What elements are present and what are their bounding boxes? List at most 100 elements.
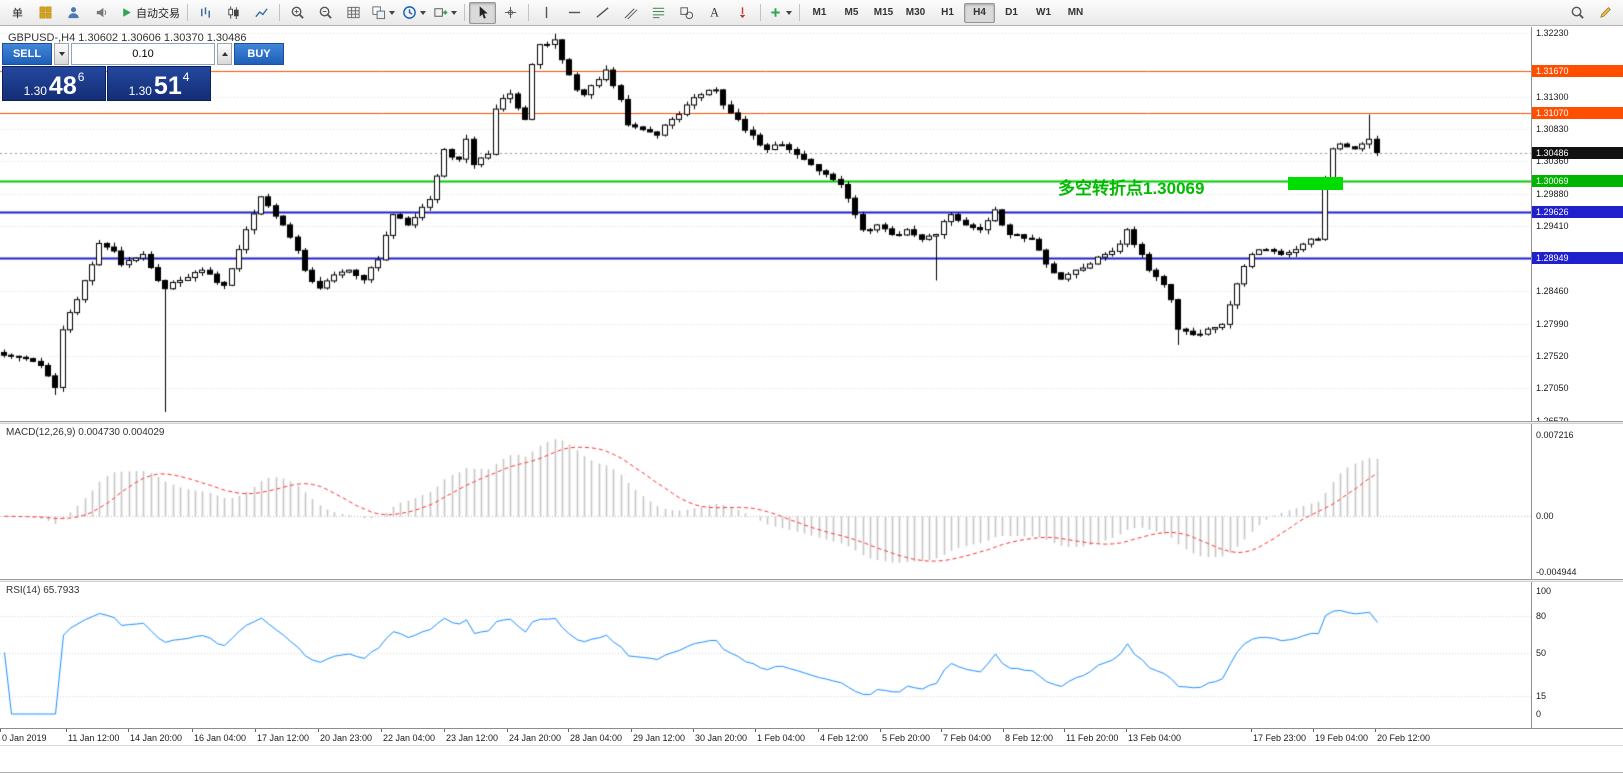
panel-separator[interactable] (0, 579, 1623, 582)
timeframe-button-m15[interactable]: M15 (873, 7, 894, 18)
layouts-icon[interactable] (32, 2, 59, 24)
panel-separator[interactable] (0, 421, 1623, 424)
horizontal-line-icon (567, 5, 582, 20)
vertical-line-icon (539, 5, 554, 20)
text-icon[interactable]: A (701, 2, 728, 24)
lot-size-input[interactable] (71, 43, 215, 65)
crosshair-icon (503, 5, 518, 20)
time-axis-label: 30 Jan 20:00 (695, 733, 748, 743)
cursor-icon[interactable] (469, 1, 496, 24)
channel-icon[interactable] (617, 2, 644, 24)
sell-price-display[interactable]: 1.30 48 6 (2, 66, 106, 101)
navigator-icon[interactable] (60, 2, 87, 24)
crosshair-icon[interactable] (497, 2, 524, 24)
vertical-line-icon[interactable] (533, 2, 560, 24)
time-axis[interactable]: 0 Jan 2019 11 Jan 12:00 14 Jan 20:00 16 Jan… (0, 728, 1623, 745)
text-icon: A (707, 5, 722, 20)
toolbar-separator (799, 4, 800, 21)
edit-icon (1598, 5, 1613, 20)
fibonacci-icon[interactable] (645, 2, 672, 24)
new-order-button[interactable]: 单 (4, 2, 31, 24)
time-tick (1313, 729, 1314, 732)
toolbar-group (284, 2, 460, 24)
time-axis-label: 5 Feb 20:00 (882, 733, 931, 743)
timeframe-button-d1[interactable]: D1 (1005, 7, 1018, 18)
scale-label: 50 (1536, 647, 1547, 658)
macd-canvas[interactable] (0, 424, 1531, 579)
time-tick (66, 729, 67, 732)
toolbar-group (192, 2, 275, 24)
search-icon[interactable] (1564, 2, 1591, 24)
time-axis-label: 17 Jan 12:00 (257, 733, 310, 743)
price-badge: 1.28949 (1532, 251, 1623, 264)
chart-shift-icon[interactable] (430, 2, 460, 24)
zoom-in-icon[interactable] (284, 2, 311, 24)
scale-label: 0 (1536, 709, 1542, 719)
timeframe-button-h1[interactable]: H1 (941, 7, 954, 18)
price-badge: 1.30486 (1532, 146, 1623, 159)
scale-label: 15 (1536, 690, 1547, 701)
line-chart-icon[interactable] (248, 2, 275, 24)
scale-label: 1.30830 (1536, 123, 1569, 134)
toolbar: 单 自动交易 A M1 M5 M15 M30 H1 H4 D1 W1 MN (0, 0, 1623, 26)
timeframe-button-h4[interactable]: H4 (964, 2, 995, 23)
line-chart-icon (254, 5, 269, 20)
time-axis-label: 16 Jan 04:00 (194, 733, 247, 743)
rsi-canvas[interactable] (0, 582, 1531, 728)
price-badge: 1.31070 (1532, 106, 1623, 119)
toolbar-separator (760, 4, 761, 21)
new-order-button-label: 单 (12, 7, 23, 20)
buy-price-pips: 51 (153, 71, 182, 100)
arrow-marks-icon[interactable] (729, 2, 756, 24)
price-chart-canvas[interactable] (0, 27, 1531, 421)
timeframe-button-m30[interactable]: M30 (905, 7, 926, 18)
lot-up-button[interactable] (217, 43, 232, 65)
time-tick (1003, 729, 1004, 732)
alerts-icon[interactable] (88, 2, 115, 24)
grid-icon[interactable] (340, 2, 367, 24)
timeframe-button-w1[interactable]: W1 (1036, 7, 1051, 18)
price-badge: 1.29626 (1532, 205, 1623, 218)
pivot-highlight-rectangle[interactable] (1288, 177, 1343, 190)
pivot-annotation-text[interactable]: 多空转折点1.30069 (1058, 179, 1205, 198)
scale-label: 1.27990 (1536, 318, 1569, 329)
time-axis-label: 14 Jan 20:00 (130, 733, 183, 743)
price-scale[interactable]: 1.32230 1.31300 1.30830 1.30360 1.29880 1.294… (1531, 27, 1623, 745)
time-axis-label: 24 Jan 20:00 (509, 733, 562, 743)
chart-shift-icon (433, 5, 448, 20)
autotrading-button[interactable]: 自动交易 (116, 2, 183, 24)
shapes-icon[interactable] (673, 2, 700, 24)
grid-icon (346, 5, 361, 20)
zoom-out-icon[interactable] (312, 2, 339, 24)
scale-label: -0.004944 (1536, 567, 1577, 577)
buy-button[interactable]: BUY (234, 43, 284, 65)
trendline-icon[interactable] (589, 2, 616, 24)
price-badge: 1.30069 (1532, 175, 1623, 188)
toolbar-separator (187, 4, 188, 21)
bar-chart-icon[interactable] (192, 2, 219, 24)
timeframe-button-mn[interactable]: MN (1067, 7, 1084, 18)
timeframe-button-m5[interactable]: M5 (844, 7, 859, 18)
horizontal-line-icon[interactable] (561, 2, 588, 24)
macd-label: MACD(12,26,9) 0.004730 0.004029 (6, 427, 165, 438)
buy-price-display[interactable]: 1.30 51 4 (107, 66, 211, 101)
toolbar-separator (279, 4, 280, 21)
toolbar-group: A (533, 2, 756, 24)
toolbar-group: 单 自动交易 (4, 2, 183, 24)
indicators-icon[interactable] (765, 2, 795, 24)
candlestick-chart-icon[interactable] (220, 2, 247, 24)
sell-button[interactable]: SELL (2, 43, 52, 65)
clock-icon[interactable] (399, 2, 429, 24)
timeframe-button-m1[interactable]: M1 (812, 7, 827, 18)
sell-options-button[interactable] (54, 43, 69, 65)
bar-chart-icon (198, 5, 213, 20)
bottom-strip (0, 745, 1623, 772)
toolbar-separator (464, 4, 465, 21)
edit-icon[interactable] (1592, 2, 1619, 24)
time-tick (631, 729, 632, 732)
candlestick-chart-icon (226, 5, 241, 20)
toolbar-group (1564, 2, 1619, 24)
tile-windows-icon[interactable] (368, 2, 398, 24)
zoom-out-icon (318, 5, 333, 20)
price-chart-panel: GBPUSD-,H4 1.30602 1.30606 1.30370 1.304… (0, 27, 1531, 421)
